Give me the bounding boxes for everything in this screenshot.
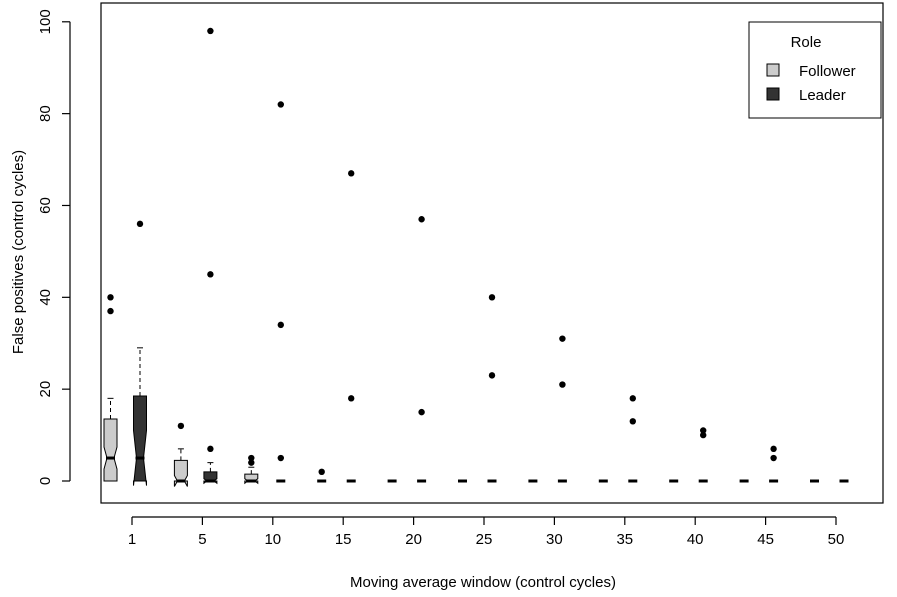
box-leader-1 (133, 220, 147, 486)
y-axis: 0 20 40 60 80 100 (37, 9, 71, 485)
outlier-point (207, 445, 214, 453)
x-tick-label: 1 (128, 531, 136, 548)
outlier-point (107, 294, 114, 301)
outlier-point (488, 294, 496, 301)
outlier-point (277, 321, 284, 329)
legend-swatch-follower (766, 63, 780, 77)
x-axis-label: Moving average window (control cycles) (350, 574, 616, 591)
box-leader-35 (628, 395, 638, 483)
box-body (133, 395, 147, 486)
boxes-layer (103, 27, 849, 487)
box-leader-15 (346, 170, 356, 483)
outlier-point (418, 408, 425, 416)
outlier-point (177, 422, 185, 430)
outlier-point (348, 170, 355, 177)
outlier-point (629, 418, 636, 425)
box-leader-20 (417, 216, 427, 483)
outlier-point (248, 454, 255, 462)
outlier-point (559, 381, 566, 388)
x-tick-label: 20 (405, 531, 422, 548)
box-body (173, 459, 188, 487)
y-tick-label: 100 (37, 9, 54, 34)
outlier-point (277, 454, 284, 462)
box-leader-25 (487, 294, 497, 483)
x-tick-label: 35 (616, 531, 633, 548)
legend: Role Follower Leader (748, 21, 882, 119)
outlier-point (348, 395, 355, 402)
outlier-point (207, 271, 214, 278)
outlier-point (418, 216, 425, 223)
outlier-point (770, 445, 777, 453)
box-leader-40 (698, 427, 708, 483)
outlier-point (107, 307, 114, 315)
x-tick-label: 25 (476, 531, 493, 548)
x-axis: 1 5 10 15 20 25 30 35 40 45 50 (128, 516, 845, 548)
outlier-point (248, 459, 255, 466)
y-axis-label: False positives (control cycles) (10, 150, 27, 354)
box-leader-5 (203, 27, 218, 485)
x-tick-label: 40 (687, 531, 704, 548)
outlier-point (700, 431, 707, 439)
x-tick-label: 50 (828, 531, 845, 548)
plot-frame (100, 2, 884, 504)
box-follower-15 (317, 468, 327, 483)
box-leader-10 (276, 101, 286, 483)
legend-swatch-leader (766, 87, 780, 101)
y-tick-label: 20 (37, 381, 54, 398)
x-tick-label: 30 (546, 531, 563, 548)
y-tick-label: 60 (37, 197, 54, 214)
legend-label-leader: Leader (799, 87, 846, 104)
outlier-point (559, 335, 566, 342)
outlier-point (488, 372, 496, 379)
box-follower-1 (103, 294, 118, 482)
legend-title: Role (791, 34, 822, 51)
y-tick-label: 0 (37, 477, 54, 485)
outlier-point (629, 395, 636, 402)
outlier-point (136, 220, 144, 228)
y-tick-label: 40 (37, 289, 54, 306)
outlier-point (277, 101, 284, 108)
box-body (103, 418, 118, 482)
outlier-point (207, 27, 214, 35)
y-tick-label: 80 (37, 105, 54, 122)
box-leader-45 (769, 445, 779, 483)
box-leader-30 (557, 335, 567, 483)
box-follower-5 (173, 422, 188, 487)
outlier-point (700, 427, 707, 434)
x-tick-label: 45 (757, 531, 774, 548)
x-tick-label: 5 (198, 531, 206, 548)
outlier-point (770, 454, 777, 462)
box-follower-10 (244, 454, 259, 485)
x-tick-label: 10 (264, 531, 281, 548)
outlier-point (318, 468, 325, 476)
legend-label-follower: Follower (799, 63, 856, 80)
x-tick-label: 15 (335, 531, 352, 548)
